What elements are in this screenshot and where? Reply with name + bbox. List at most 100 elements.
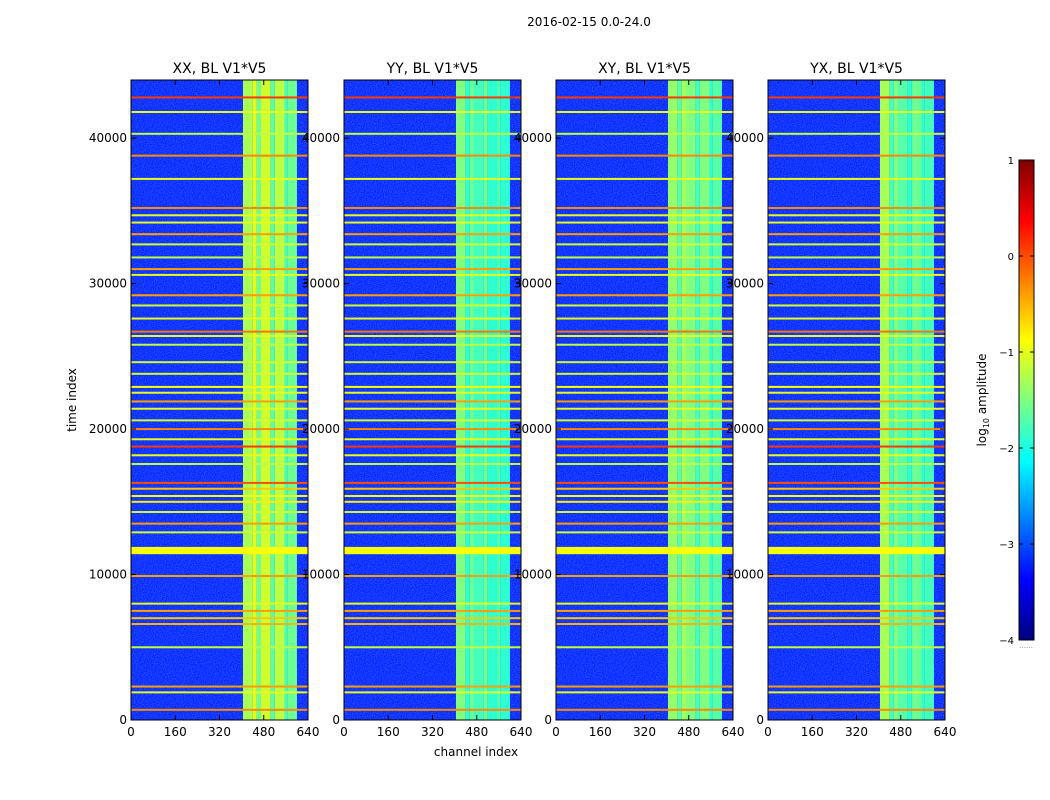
heatmap-rfi-row <box>556 481 733 484</box>
heatmap-rfi-row <box>768 685 945 688</box>
heatmap-rfi-row <box>344 361 521 364</box>
heatmap-rfi-row <box>344 132 521 135</box>
colorbar-tick-label: −1 <box>999 348 1014 359</box>
heatmap-rfi-row <box>768 487 945 490</box>
heatmap-rfi-row <box>768 335 945 337</box>
heatmap-rfi-row <box>344 691 521 694</box>
y-tick-label: 20000 <box>726 422 764 436</box>
heatmap-band-stripe <box>473 80 484 720</box>
heatmap-band-stripe <box>497 80 501 720</box>
heatmap-rfi-row <box>768 96 945 99</box>
heatmap-rfi-row <box>556 304 733 307</box>
heatmap-rfi-row <box>768 111 945 113</box>
heatmap-rfi-row <box>768 575 945 577</box>
heatmap-rfi-row <box>131 154 308 157</box>
y-tick-label: 20000 <box>514 422 552 436</box>
heatmap-band-stripe <box>668 80 678 720</box>
heatmap-rfi-row <box>556 317 733 320</box>
heatmap-rfi-row <box>556 294 733 297</box>
heatmap-band-stripe <box>260 80 271 720</box>
heatmap-rfi-row <box>344 207 521 209</box>
heatmap-rfi-row <box>768 454 945 457</box>
heatmap-rfi-row <box>768 361 945 364</box>
heatmap-rfi-row <box>131 233 308 236</box>
heatmap-rfi-row <box>344 428 521 431</box>
heatmap-rfi-row <box>768 343 945 346</box>
heatmap-rfi-row <box>556 511 733 513</box>
heatmap-rfi-row <box>131 294 308 297</box>
heatmap-rfi-row <box>556 96 733 99</box>
y-axis-label: time index <box>65 368 79 432</box>
heatmap-rfi-row <box>131 391 308 394</box>
heatmap-rfi-row <box>556 243 733 246</box>
x-tick-label: 320 <box>208 725 231 739</box>
heatmap-band-stripe <box>256 80 261 720</box>
heatmap-rfi-row <box>131 335 308 337</box>
heatmap-band-stripe <box>252 80 257 720</box>
heatmap-rfi-row <box>131 273 308 276</box>
heatmap-rfi-row <box>556 646 733 649</box>
panel-title: YY, BL V1*V5 <box>386 61 479 77</box>
heatmap-band-stripe <box>500 80 510 720</box>
heatmap-rfi-row <box>768 256 945 259</box>
colorbar-tick-label: −4 <box>999 636 1014 647</box>
x-tick-label: 480 <box>465 725 488 739</box>
heatmap-rfi-row <box>344 438 521 441</box>
heatmap-rfi-row <box>556 273 733 276</box>
heatmap-rfi-row <box>556 256 733 259</box>
heatmap-rfi-row <box>131 343 308 346</box>
heatmap-rfi-row <box>131 111 308 113</box>
heatmap-rfi-row <box>768 214 945 217</box>
heatmap-rfi-row <box>344 391 521 394</box>
heatmap-rfi-row <box>344 154 521 157</box>
y-tick-label: 10000 <box>514 568 552 582</box>
heatmap-rfi-row <box>344 575 521 577</box>
heatmap-rfi-row <box>344 445 521 448</box>
panel-title: XY, BL V1*V5 <box>598 61 691 77</box>
heatmap-rfi-row <box>344 481 521 484</box>
heatmap-rfi-row <box>131 330 308 333</box>
heatmap-rfi-row <box>768 221 945 224</box>
heatmap-rfi-row <box>556 391 733 394</box>
heatmap-rfi-row <box>768 207 945 209</box>
y-tick-label: 30000 <box>726 277 764 291</box>
x-tick-label: 160 <box>801 725 824 739</box>
colorbar-label-main: log <box>975 428 989 446</box>
y-tick-label: 10000 <box>302 568 340 582</box>
heatmap-rfi-row <box>556 400 733 403</box>
y-tick-label: 40000 <box>726 131 764 145</box>
heatmap-rfi-row <box>556 407 733 410</box>
heatmap-rfi-row <box>344 317 521 320</box>
heatmap-rfi-row <box>556 575 733 577</box>
x-tick-label: 640 <box>722 725 745 739</box>
heatmap-band-stripe <box>469 80 474 720</box>
heatmap-rfi-row <box>768 304 945 307</box>
heatmap-rfi-row <box>344 546 521 555</box>
heatmap-rfi-row <box>344 646 521 649</box>
heatmap-rfi-row <box>768 428 945 431</box>
colorbar: …… log10 amplitude 10−1−2−3−4 <box>975 156 1035 650</box>
x-tick-label: 640 <box>510 725 533 739</box>
heatmap-rfi-row <box>768 372 945 375</box>
heatmap-rfi-row <box>768 602 945 605</box>
heatmap-rfi-row <box>556 602 733 605</box>
x-tick-label: 0 <box>764 725 772 739</box>
heatmap-band-stripe <box>685 80 696 720</box>
x-tick-label: 0 <box>552 725 560 739</box>
heatmap-rfi-row <box>768 445 945 448</box>
heatmap-rfi-row <box>768 419 945 422</box>
heatmap-rfi-row <box>344 500 521 503</box>
heatmap-rfi-row <box>556 111 733 113</box>
heatmap-panel: YX, BL V1*V5 0 160 320 480 640 0 10000 20000 3000… <box>726 61 957 739</box>
y-tick-label: 30000 <box>302 277 340 291</box>
heatmap-panel: YY, BL V1*V5 0 160 320 480 640 0 10000 20000 3000… <box>302 61 533 739</box>
heatmap-rfi-row <box>768 522 945 525</box>
x-tick-label: 0 <box>340 725 348 739</box>
heatmap-band-stripe <box>465 80 470 720</box>
heatmap-rfi-row <box>556 685 733 688</box>
heatmap-rfi-row <box>768 623 945 625</box>
heatmap-band-stripe <box>712 80 722 720</box>
heatmap-rfi-row <box>556 609 733 612</box>
heatmap-rfi-row <box>768 691 945 694</box>
heatmap-rfi-row <box>768 495 945 497</box>
